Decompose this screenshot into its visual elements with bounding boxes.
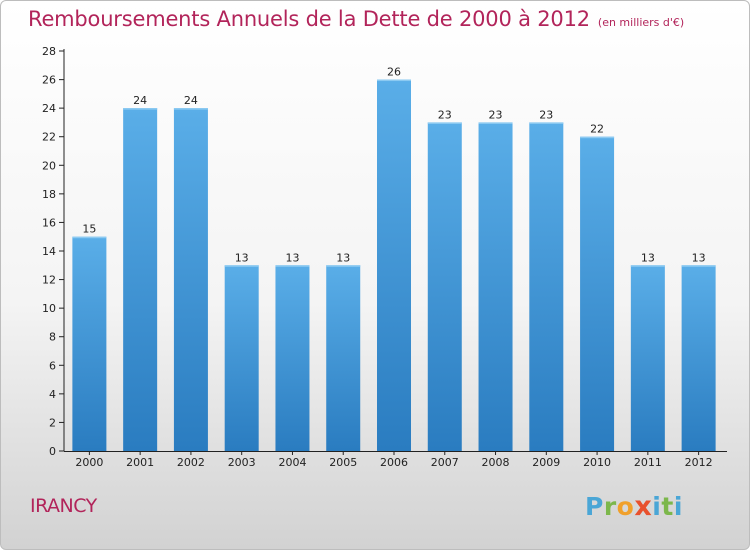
y-tick-label: 0 <box>49 445 56 458</box>
y-tick-label: 8 <box>49 331 56 344</box>
y-tick-label: 12 <box>42 274 56 287</box>
logo-letter: P <box>585 492 604 521</box>
bar-top-highlight <box>529 122 564 124</box>
y-tick-label: 16 <box>42 216 56 229</box>
bar-top-highlight <box>427 122 462 124</box>
chart-subtitle: (en milliers d'€) <box>597 16 685 29</box>
bar-top-highlight <box>681 265 716 267</box>
bar-2007 <box>427 122 462 451</box>
y-tick-label: 26 <box>42 74 56 87</box>
y-tick-label: 28 <box>42 45 56 58</box>
y-tick-label: 6 <box>49 359 56 372</box>
data-label: 24 <box>133 94 147 107</box>
x-tick-label: 2012 <box>685 456 713 469</box>
data-label: 26 <box>387 66 401 79</box>
x-tick-label: 2004 <box>278 456 306 469</box>
data-label: 13 <box>235 251 249 264</box>
bar-2010 <box>580 136 615 451</box>
x-tick-label: 2003 <box>228 456 256 469</box>
bar-2011 <box>630 265 665 451</box>
y-tick-label: 2 <box>49 416 56 429</box>
data-label: 24 <box>184 94 198 107</box>
x-tick-label: 2008 <box>482 456 510 469</box>
x-tick-label: 2002 <box>177 456 205 469</box>
x-tick-label: 2011 <box>634 456 662 469</box>
bar-top-highlight <box>173 108 208 110</box>
y-tick-label: 20 <box>42 159 56 172</box>
y-tick-label: 24 <box>42 102 56 115</box>
x-tick-label: 2009 <box>532 456 560 469</box>
bar-top-highlight <box>224 265 259 267</box>
y-tick-label: 4 <box>49 388 56 401</box>
logo-letter: o <box>616 492 635 521</box>
bar-2006 <box>377 79 411 452</box>
data-label: 22 <box>590 123 604 136</box>
bar-top-highlight <box>377 79 411 82</box>
bar-2003 <box>224 265 259 451</box>
y-tick-label: 10 <box>42 302 56 315</box>
bar-2000 <box>72 236 107 451</box>
chart-title: Remboursements Annuels de la Dette de 20… <box>28 7 684 31</box>
data-label: 13 <box>336 251 350 264</box>
proxiti-logo: Proxiti <box>585 491 683 522</box>
data-label: 23 <box>539 108 553 121</box>
bar-2012 <box>681 265 716 451</box>
bar-2001 <box>123 108 158 452</box>
logo-letter: r <box>603 492 617 521</box>
logo-letter: i <box>652 492 662 521</box>
bar-top-highlight <box>275 265 310 267</box>
data-label: 23 <box>489 108 503 121</box>
x-tick-label: 2001 <box>126 456 154 469</box>
bar-2005 <box>326 265 361 451</box>
x-tick-label: 2006 <box>380 456 408 469</box>
bar-top-highlight <box>580 136 615 139</box>
bar-2009 <box>529 122 564 451</box>
logo-letter: i <box>673 492 683 521</box>
x-tick-label: 2007 <box>431 456 459 469</box>
data-label: 13 <box>285 251 299 264</box>
bar-2008 <box>478 122 513 451</box>
bar-top-highlight <box>123 108 158 110</box>
logo-letter: x <box>634 491 653 522</box>
bars-group: 15 24 24 13 13 13 26 23 23 23 22 13 13 <box>72 66 716 452</box>
y-tick-label: 18 <box>42 188 56 201</box>
bar-2004 <box>275 265 310 451</box>
chart-title-text: Remboursements Annuels de la Dette de 20… <box>28 7 590 31</box>
x-tick-label: 2005 <box>329 456 357 469</box>
x-tick-label: 2010 <box>583 456 611 469</box>
data-label: 15 <box>82 223 96 236</box>
data-label: 13 <box>641 251 655 264</box>
bar-top-highlight <box>478 122 513 124</box>
logo-letter: t <box>661 492 674 521</box>
bar-top-highlight <box>630 265 665 267</box>
bar-top-highlight <box>72 236 107 239</box>
axes-group: 2000 2001 2002 2003 2004 2005 2006 2007 2008 2009… <box>42 45 727 469</box>
y-tick-label: 22 <box>42 131 56 144</box>
bar-2002 <box>173 108 208 452</box>
data-label: 13 <box>692 251 706 264</box>
y-tick-label: 14 <box>42 245 56 258</box>
data-label: 23 <box>438 108 452 121</box>
bar-top-highlight <box>326 265 361 267</box>
location-name: IRANCY <box>30 495 97 517</box>
x-tick-label: 2000 <box>75 456 103 469</box>
